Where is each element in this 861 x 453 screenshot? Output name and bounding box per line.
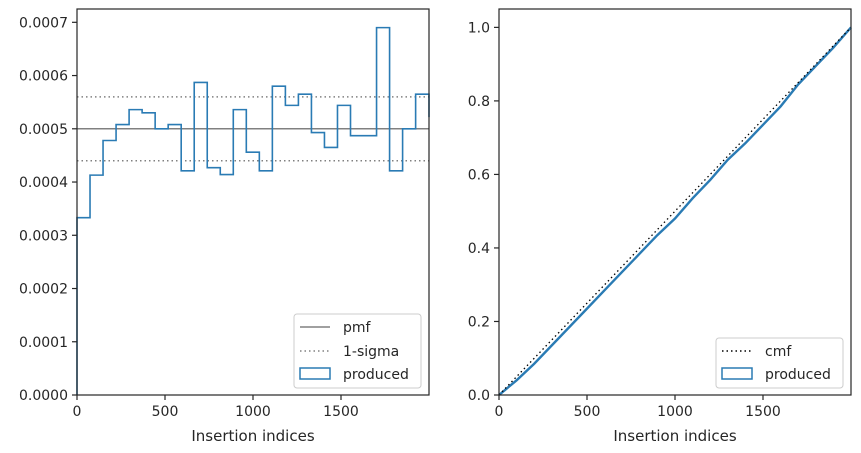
- pmf-panel: 0 500 1000 1500 0.0000 0.0001 0.0002 0.0003 0.00…: [19, 8, 430, 445]
- cmf-x-tick-label: 1000: [657, 404, 693, 420]
- pmf-y-tick-label: 0.0004: [19, 175, 68, 191]
- produced-cumulative-line: [498, 26, 852, 396]
- produced-histogram-step: [76, 26, 430, 395]
- cmf-x-tick-label: 1500: [745, 404, 781, 420]
- pmf-y-tick-label: 0.0003: [19, 228, 68, 244]
- cmf-legend-label-produced: produced: [765, 367, 831, 383]
- pmf-x-tick-label: 1500: [323, 404, 359, 420]
- cmf-legend-label-cmf: cmf: [765, 344, 792, 360]
- cmf-x-axis-label: Insertion indices: [613, 427, 736, 445]
- pmf-x-tick-label: 500: [152, 404, 179, 420]
- cmf-x-tick-label: 500: [574, 404, 601, 420]
- cmf-panel: 0 500 1000 1500 0.0 0.2 0.4 0.6 0.8 1.0 Insertion…: [468, 8, 852, 445]
- cmf-y-tick-label: 0.6: [468, 167, 490, 183]
- pmf-y-tick-label: 0.0007: [19, 15, 68, 31]
- pmf-plot-area: [76, 26, 430, 395]
- cmf-y-tick-label: 0.4: [468, 241, 490, 257]
- pmf-x-tick-label: 0: [73, 404, 82, 420]
- cmf-y-tick-label: 0.8: [468, 94, 490, 110]
- pmf-ticks: 0 500 1000 1500 0.0000 0.0001 0.0002 0.0003 0.00…: [19, 15, 359, 420]
- pmf-legend-label-1-sigma: 1-sigma: [343, 344, 399, 360]
- cmf-plot-area: [498, 26, 852, 396]
- pmf-legend-box: [293, 313, 422, 389]
- cmf-y-tick-label: 0.2: [468, 314, 490, 330]
- cmf-ticks: 0 500 1000 1500 0.0 0.2 0.4 0.6 0.8 1.0: [468, 20, 781, 420]
- pmf-x-tick-label: 1000: [235, 404, 271, 420]
- pmf-y-tick-label: 0.0002: [19, 282, 68, 298]
- pmf-y-tick-label: 0.0000: [19, 388, 68, 404]
- pmf-x-axis-label: Insertion indices: [191, 427, 314, 445]
- pmf-y-tick-label: 0.0006: [19, 69, 68, 85]
- pmf-legend-label-pmf: pmf: [343, 320, 372, 336]
- pmf-legend: pmf 1-sigma produced: [293, 313, 422, 389]
- pmf-legend-label-produced: produced: [343, 367, 409, 383]
- pmf-y-tick-label: 0.0001: [19, 335, 68, 351]
- cmf-y-tick-label: 0.0: [468, 388, 490, 404]
- pmf-y-tick-label: 0.0005: [19, 122, 68, 138]
- cmf-legend-swatch-produced: [721, 367, 753, 380]
- cmf-legend-box: [715, 337, 844, 389]
- pmf-legend-swatch-produced: [299, 367, 331, 380]
- cmf-line: [498, 26, 852, 396]
- cmf-y-tick-label: 1.0: [468, 20, 490, 36]
- cmf-legend: cmf produced: [715, 337, 844, 389]
- cmf-x-tick-label: 0: [495, 404, 504, 420]
